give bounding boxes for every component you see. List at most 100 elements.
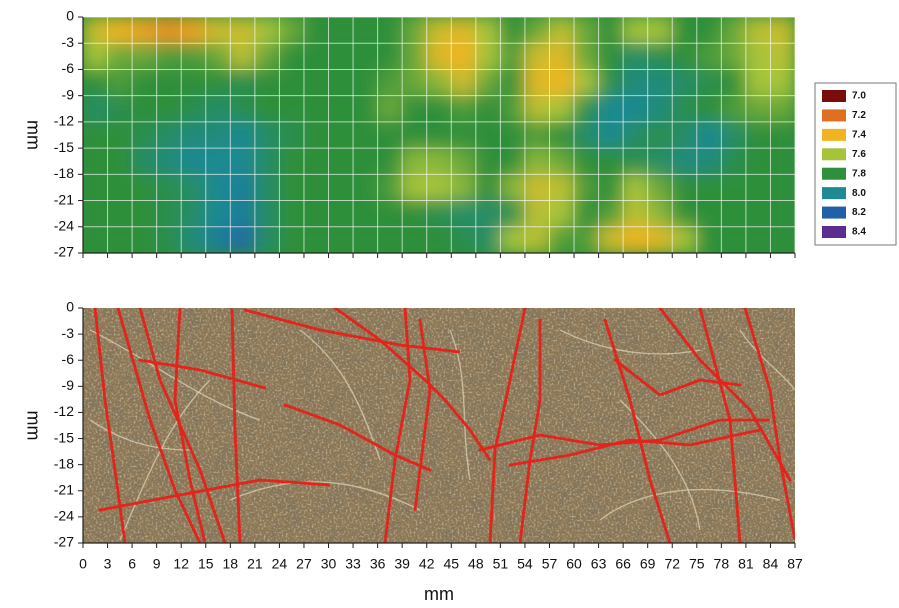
heat-cell [426,200,452,228]
heat-cell [598,147,624,175]
heat-cell [622,173,649,202]
x-tick-label: 36 [370,556,386,572]
heat-cell [573,147,600,175]
heat-cell [548,42,575,70]
heat-cell [229,121,256,149]
heat-cell [769,42,795,70]
heat-cell [720,17,747,44]
y-tick-label: -21 [54,191,74,207]
heat-cell [205,68,231,97]
heat-cell [303,200,330,228]
soil-photo [83,308,795,543]
legend-swatch [822,167,846,180]
heat-cell [254,17,280,44]
heat-cell [426,121,452,149]
heat-cell [696,200,722,228]
y-tick-label: 0 [66,8,74,24]
heat-cell [426,226,452,253]
root-traces [93,308,795,543]
soil-grain [83,308,795,543]
heat-cell [328,121,354,149]
heat-cell [205,200,231,228]
x-tick-label: 24 [272,556,288,572]
legend-swatch [822,128,846,141]
heat-cell [475,17,501,44]
heat-cell [83,68,109,97]
heat-cell [671,173,698,202]
heat-cell [352,42,379,70]
heat-cell [229,173,256,202]
heat-cell [499,226,526,253]
heat-cell [647,173,673,202]
heat-cell [573,226,600,253]
x-tick-label: 72 [664,556,680,572]
heat-cell [229,147,256,175]
heat-cell [254,147,280,175]
heat-cell [573,200,600,228]
heat-cell [769,95,795,123]
heat-cell [83,42,109,70]
heat-cell [450,200,477,228]
legend-label: 8.2 [852,207,866,218]
heat-cell [671,121,698,149]
x-tick-label: 3 [104,556,112,572]
y-tick-label: -6 [62,60,75,76]
heat-cell [180,226,207,253]
heat-cell [622,121,649,149]
heat-cell [254,173,280,202]
heat-cell [180,68,207,97]
heat-cell [450,121,477,149]
heat-cell [205,42,231,70]
heat-cell [647,121,673,149]
heat-cell [303,95,330,123]
heat-cell [450,173,477,202]
x-tick-label: 57 [542,556,558,572]
heat-cell [401,173,428,202]
heat-cell [671,226,698,253]
heat-cell [377,68,403,97]
x-tick-label: 0 [79,556,87,572]
y-tick-label: -24 [54,508,74,524]
heat-cell [548,121,575,149]
heat-cell [180,200,207,228]
heat-cell [303,68,330,97]
heat-cell [131,68,158,97]
heat-cell [475,147,501,175]
x-tick-label: 51 [493,556,509,572]
x-tick-label: 12 [173,556,189,572]
heat-cell [598,121,624,149]
heat-cell [450,95,477,123]
heat-cell [475,200,501,228]
heat-cell [524,147,550,175]
heat-cell [254,200,280,228]
legend-label: 7.4 [852,129,866,140]
heat-cell [573,173,600,202]
heat-cell [303,226,330,253]
y-tick-label: -9 [62,86,75,102]
legend-swatch [822,187,846,200]
heat-cell [499,95,526,123]
legend-label: 8.4 [852,227,866,238]
heat-cell [426,147,452,175]
heat-cell [745,17,771,44]
heat-cell [328,42,354,70]
heat-cell [107,42,133,70]
heat-cell [131,121,158,149]
y-tick-label: -12 [54,403,74,419]
heat-cell [352,147,379,175]
heat-cell [328,17,354,44]
x-tick-label: 15 [198,556,214,572]
heat-cell [328,200,354,228]
heat-cell [622,95,649,123]
heat-cell [401,226,428,253]
heat-cell [156,42,182,70]
heat-cell [180,17,207,44]
legend-swatch [822,148,846,161]
heat-cell [499,147,526,175]
x-tick-label: 54 [517,556,533,572]
heat-cell [696,121,722,149]
heat-cell [229,68,256,97]
heat-cell [156,226,182,253]
heat-cell [278,226,305,253]
heat-cell [83,95,109,123]
